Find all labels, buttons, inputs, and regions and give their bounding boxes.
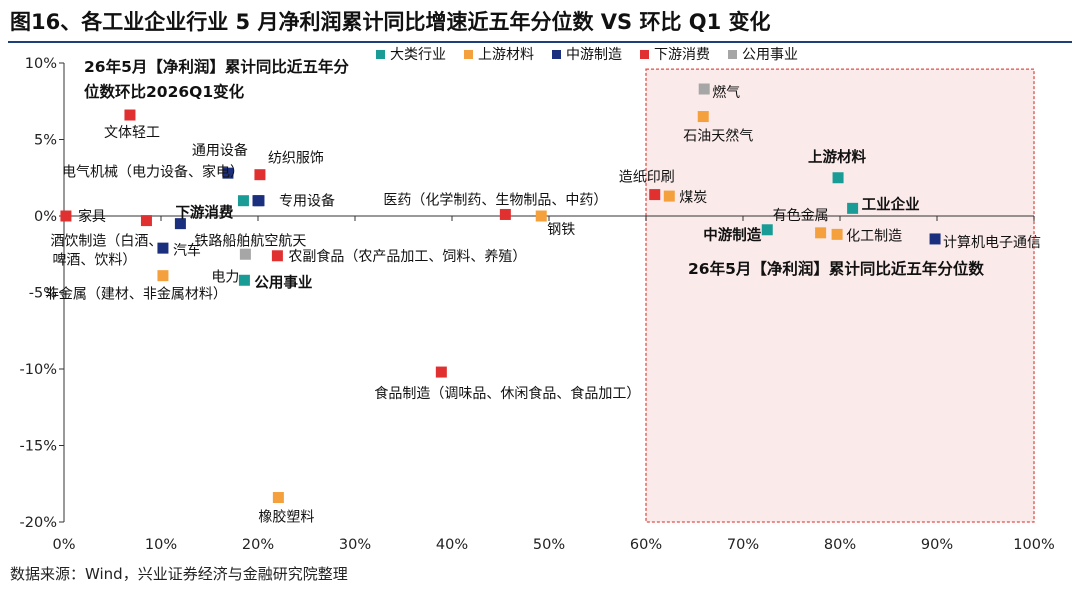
point-labels: 文体轻工通用设备纺织服饰电气机械（电力设备、家电） 专用设备下游消费 家具酒饮制造（… bbox=[45, 84, 1041, 526]
x-tick-label: 30% bbox=[339, 537, 371, 553]
data-point bbox=[761, 224, 773, 236]
x-tick-label: 40% bbox=[436, 537, 468, 553]
y-tick-label: 10% bbox=[25, 56, 57, 72]
legend-label: 公用事业 bbox=[742, 47, 798, 63]
point-label: 公用事业 bbox=[254, 273, 312, 291]
x-tick-label: 20% bbox=[242, 537, 274, 553]
highlight-region-rect bbox=[645, 68, 1035, 523]
data-points bbox=[60, 83, 941, 504]
legend-swatch bbox=[464, 50, 473, 59]
point-label: 医药（化学制药、生物制品、中药） bbox=[383, 192, 607, 208]
data-point bbox=[815, 227, 827, 239]
axes: 0% 10% 20% 30% 40% 50% 60% 70% 80% 90% 100% 10% 5% 0%… bbox=[20, 56, 1055, 553]
legend: 大类行业 上游材料 中游制造 下游消费 公用事业 bbox=[376, 47, 798, 63]
x-tick-label: 60% bbox=[630, 537, 662, 553]
data-point bbox=[140, 215, 152, 227]
data-point bbox=[238, 274, 250, 286]
annotation-x: 26年5月【净利润】累计同比近五年分位数 bbox=[688, 259, 984, 278]
source-note: 数据来源：Wind，兴业证券经济与金融研究院整理 bbox=[10, 565, 348, 583]
data-point bbox=[237, 195, 249, 207]
legend-swatch bbox=[728, 50, 737, 59]
point-label: 电力 bbox=[211, 269, 239, 285]
data-point bbox=[60, 210, 72, 222]
highlight-region bbox=[645, 68, 1035, 523]
point-label: 下游消费 bbox=[175, 204, 233, 222]
data-point bbox=[253, 195, 265, 207]
point-label: 石油天然气 bbox=[683, 128, 753, 145]
title-rule bbox=[8, 41, 1072, 43]
point-label-line: 酒饮制造（白酒、 bbox=[50, 234, 162, 250]
point-label: 食品制造（调味品、休闲食品、食品加工） bbox=[374, 385, 640, 402]
x-tick-label: 0% bbox=[52, 537, 75, 553]
data-point bbox=[831, 228, 843, 240]
y-tick-label: -5% bbox=[29, 286, 57, 302]
y-tick-label: -20% bbox=[20, 515, 57, 531]
point-label: 工业企业 bbox=[862, 195, 920, 213]
data-point bbox=[272, 492, 284, 504]
legend-swatch bbox=[376, 50, 385, 59]
data-point bbox=[929, 233, 941, 245]
x-tick-label: 50% bbox=[533, 537, 565, 553]
point-label: 燃气 bbox=[712, 84, 740, 101]
legend-label: 上游材料 bbox=[478, 47, 534, 63]
point-label: 通用设备 bbox=[192, 142, 248, 159]
legend-label: 下游消费 bbox=[654, 47, 710, 63]
data-point bbox=[435, 366, 447, 378]
point-label: 铁路船舶航空航天 bbox=[194, 234, 306, 250]
data-point bbox=[157, 270, 169, 282]
point-label: 有色金属 bbox=[773, 207, 829, 224]
point-label: 酒饮制造（白酒、啤酒、饮料） bbox=[50, 234, 162, 269]
point-label-line: 啤酒、饮料） bbox=[52, 253, 136, 269]
point-label: 计算机电子通信 bbox=[943, 235, 1041, 251]
x-tick-label: 10% bbox=[145, 537, 177, 553]
data-point bbox=[663, 190, 675, 202]
point-label: 煤炭 bbox=[679, 190, 707, 206]
figure-title: 图16、各工业企业行业 5 月净利润累计同比增速近五年分位数 VS 环比 Q1 … bbox=[10, 10, 771, 34]
data-point bbox=[499, 208, 511, 220]
point-label: 上游材料 bbox=[808, 148, 866, 166]
point-label: 农副食品（农产品加工、饲料、养殖） bbox=[288, 248, 526, 265]
data-point bbox=[649, 189, 661, 201]
data-point bbox=[222, 167, 234, 179]
point-label: 橡胶塑料 bbox=[258, 509, 314, 526]
legend-swatch bbox=[552, 50, 561, 59]
legend-label: 大类行业 bbox=[390, 47, 446, 63]
annotation-y: 26年5月【净利润】累计同比近五年分 bbox=[84, 57, 349, 76]
point-label: 电气机械（电力设备、家电） bbox=[62, 164, 244, 181]
point-label: 钢铁 bbox=[547, 222, 575, 238]
point-label: 纺织服饰 bbox=[268, 151, 324, 167]
data-point bbox=[174, 218, 186, 230]
legend-label: 中游制造 bbox=[566, 47, 622, 63]
point-label: 非金属（建材、非金属材料） bbox=[45, 287, 227, 303]
data-point bbox=[698, 83, 710, 95]
x-tick-label: 80% bbox=[824, 537, 856, 553]
data-point bbox=[271, 250, 283, 262]
legend-swatch bbox=[640, 50, 649, 59]
point-label: 化工制造 bbox=[846, 228, 902, 244]
data-point bbox=[535, 210, 547, 222]
data-point bbox=[697, 111, 709, 123]
y-tick-label: 0% bbox=[34, 209, 57, 225]
x-tick-label: 90% bbox=[921, 537, 953, 553]
data-point bbox=[124, 109, 136, 121]
point-label: 中游制造 bbox=[703, 226, 761, 244]
y-tick-label: -15% bbox=[20, 439, 57, 455]
x-tick-label: 100% bbox=[1013, 537, 1054, 553]
point-label: 文体轻工 bbox=[104, 125, 160, 141]
point-label: 汽车 bbox=[173, 242, 201, 259]
data-point bbox=[254, 169, 266, 181]
data-point bbox=[239, 248, 251, 260]
y-tick-label: 5% bbox=[34, 133, 57, 149]
data-point bbox=[832, 172, 844, 184]
point-label: 家具 bbox=[78, 208, 106, 225]
x-tick-label: 70% bbox=[727, 537, 759, 553]
annotation-y-line2: 位数环比2026Q1变化 bbox=[84, 82, 245, 101]
data-point bbox=[847, 202, 859, 214]
point-label: 造纸印刷 bbox=[619, 170, 675, 186]
point-label: 专用设备 bbox=[279, 193, 335, 210]
y-tick-label: -10% bbox=[20, 362, 57, 378]
data-point bbox=[157, 242, 169, 254]
